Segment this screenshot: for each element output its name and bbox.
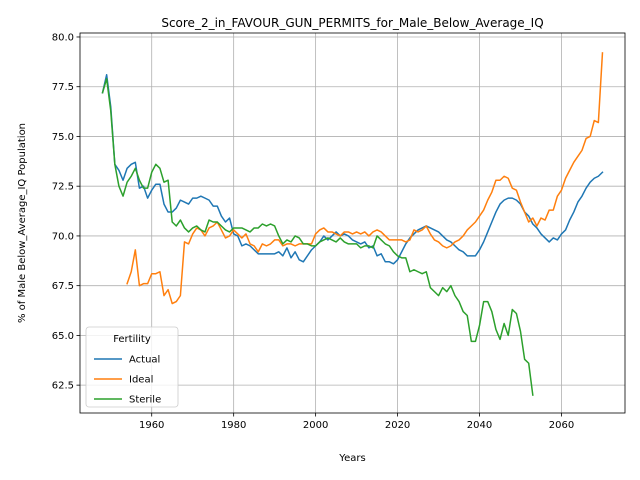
y-tick-label: 72.5 [52, 182, 74, 193]
x-tick-label: 2060 [549, 420, 574, 431]
legend-label-sterile: Sterile [129, 395, 161, 406]
ticks: 1960 1980 2000 2020 2040 2060 62.5 65.0 67.5 70.0… [52, 32, 574, 431]
x-axis-label: Years [338, 453, 365, 464]
y-tick-label: 62.5 [52, 381, 74, 392]
y-axis-label: % of Male Below_Average_IQ Population [17, 123, 28, 323]
legend-entries: Actual Ideal Sterile [94, 355, 161, 406]
series-line-actual [101, 74, 604, 265]
grid [80, 33, 625, 413]
legend-title: Fertility [113, 334, 151, 345]
y-tick-label: 75.0 [52, 132, 74, 143]
legend-label-actual: Actual [129, 355, 160, 366]
x-tick-label: 2040 [467, 420, 492, 431]
y-tick-label: 65.0 [52, 331, 74, 342]
x-tick-label: 2020 [385, 420, 410, 431]
y-tick-label: 67.5 [52, 281, 74, 292]
legend-label-ideal: Ideal [129, 375, 153, 386]
x-tick-label: 1980 [221, 420, 246, 431]
x-tick-label: 2000 [303, 420, 328, 431]
series-lines [101, 52, 604, 396]
y-tick-label: 70.0 [52, 231, 74, 242]
y-tick-label: 77.5 [52, 82, 74, 93]
legend: Fertility Actual Ideal Sterile [85, 326, 179, 408]
axes-frame [79, 32, 626, 414]
series-line-ideal [126, 52, 604, 305]
y-tick-label: 80.0 [52, 32, 74, 43]
x-tick-label: 1960 [139, 420, 164, 431]
legend-box [85, 326, 179, 408]
series-line-sterile [101, 78, 534, 396]
chart-title: Score_2_in_FAVOUR_GUN_PERMITS_for_Male_B… [161, 16, 543, 30]
